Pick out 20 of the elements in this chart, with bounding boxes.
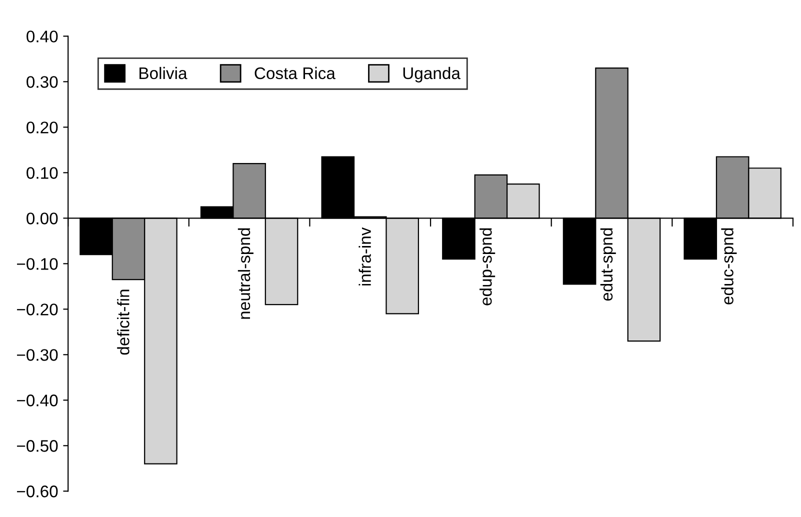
x-tick-label: edut-spnd: [600, 228, 616, 301]
x-tick-label: educ-spnd: [721, 228, 737, 304]
y-tick-label: 0.30: [26, 76, 58, 88]
y-tick-label: −0.50: [17, 440, 58, 452]
x-tick-label: neutral-spnd: [238, 228, 254, 319]
y-tick-label: −0.30: [17, 349, 58, 361]
y-tick-label: −0.20: [17, 304, 58, 316]
y-tick-label: −0.60: [17, 486, 58, 498]
y-tick-label: −0.40: [17, 394, 58, 406]
legend-label: Bolivia: [140, 66, 188, 80]
y-tick-label: 0.40: [26, 30, 58, 42]
legend-label: Costa Rica: [254, 66, 336, 80]
x-tick-label: infra-inv: [358, 227, 371, 286]
y-tick-label: 0.10: [26, 167, 58, 179]
legend-label: Uganda: [403, 66, 460, 82]
x-tick-label: deficit-fin: [117, 290, 130, 355]
y-tick-label: 0.00: [26, 212, 58, 224]
x-tick-label: edup-spnd: [480, 228, 496, 306]
y-tick-label: −0.10: [17, 258, 58, 270]
y-tick-label: 0.20: [26, 122, 58, 134]
